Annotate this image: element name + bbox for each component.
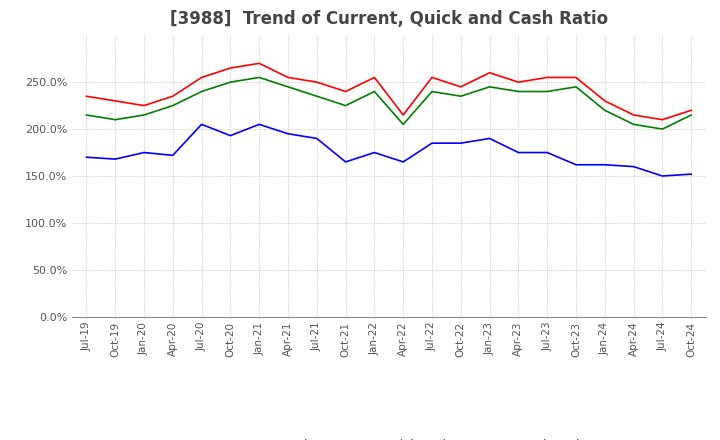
Cash Ratio xyxy=(197,122,206,127)
Quick Ratio xyxy=(341,103,350,108)
Quick Ratio xyxy=(140,112,148,117)
Cash Ratio xyxy=(658,173,667,179)
Cash Ratio xyxy=(514,150,523,155)
Quick Ratio xyxy=(514,89,523,94)
Quick Ratio xyxy=(312,94,321,99)
Current Ratio xyxy=(514,80,523,85)
Cash Ratio xyxy=(543,150,552,155)
Cash Ratio xyxy=(600,162,609,167)
Cash Ratio xyxy=(428,140,436,146)
Quick Ratio xyxy=(658,126,667,132)
Current Ratio xyxy=(572,75,580,80)
Quick Ratio xyxy=(370,89,379,94)
Cash Ratio xyxy=(399,159,408,165)
Cash Ratio xyxy=(629,164,638,169)
Quick Ratio xyxy=(485,84,494,89)
Current Ratio xyxy=(111,98,120,103)
Line: Current Ratio: Current Ratio xyxy=(86,63,691,120)
Current Ratio xyxy=(399,112,408,117)
Quick Ratio xyxy=(543,89,552,94)
Cash Ratio xyxy=(226,133,235,138)
Current Ratio xyxy=(226,66,235,71)
Cash Ratio xyxy=(572,162,580,167)
Cash Ratio xyxy=(485,136,494,141)
Current Ratio xyxy=(600,98,609,103)
Quick Ratio xyxy=(687,112,696,117)
Line: Cash Ratio: Cash Ratio xyxy=(86,125,691,176)
Title: [3988]  Trend of Current, Quick and Cash Ratio: [3988] Trend of Current, Quick and Cash … xyxy=(170,10,608,28)
Quick Ratio xyxy=(600,108,609,113)
Current Ratio xyxy=(168,94,177,99)
Current Ratio xyxy=(456,84,465,89)
Current Ratio xyxy=(284,75,292,80)
Current Ratio xyxy=(82,94,91,99)
Current Ratio xyxy=(140,103,148,108)
Cash Ratio xyxy=(140,150,148,155)
Current Ratio xyxy=(485,70,494,75)
Cash Ratio xyxy=(111,157,120,162)
Current Ratio xyxy=(312,80,321,85)
Quick Ratio xyxy=(226,80,235,85)
Current Ratio xyxy=(428,75,436,80)
Quick Ratio xyxy=(399,122,408,127)
Cash Ratio xyxy=(168,153,177,158)
Current Ratio xyxy=(687,108,696,113)
Current Ratio xyxy=(543,75,552,80)
Quick Ratio xyxy=(255,75,264,80)
Cash Ratio xyxy=(82,154,91,160)
Cash Ratio xyxy=(255,122,264,127)
Quick Ratio xyxy=(284,84,292,89)
Cash Ratio xyxy=(312,136,321,141)
Current Ratio xyxy=(629,112,638,117)
Quick Ratio xyxy=(168,103,177,108)
Quick Ratio xyxy=(572,84,580,89)
Quick Ratio xyxy=(428,89,436,94)
Legend: Current Ratio, Quick Ratio, Cash Ratio: Current Ratio, Quick Ratio, Cash Ratio xyxy=(186,434,592,440)
Cash Ratio xyxy=(341,159,350,165)
Quick Ratio xyxy=(111,117,120,122)
Line: Quick Ratio: Quick Ratio xyxy=(86,77,691,129)
Quick Ratio xyxy=(456,94,465,99)
Quick Ratio xyxy=(82,112,91,117)
Current Ratio xyxy=(197,75,206,80)
Current Ratio xyxy=(658,117,667,122)
Cash Ratio xyxy=(687,172,696,177)
Quick Ratio xyxy=(197,89,206,94)
Current Ratio xyxy=(255,61,264,66)
Cash Ratio xyxy=(456,140,465,146)
Current Ratio xyxy=(370,75,379,80)
Quick Ratio xyxy=(629,122,638,127)
Cash Ratio xyxy=(370,150,379,155)
Current Ratio xyxy=(341,89,350,94)
Cash Ratio xyxy=(284,131,292,136)
